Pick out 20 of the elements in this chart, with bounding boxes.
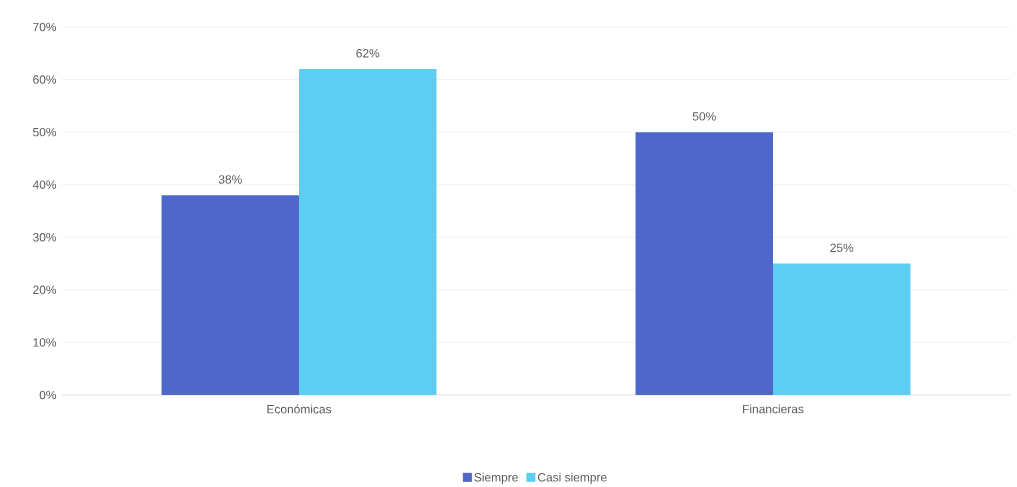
- bar: [161, 195, 300, 396]
- y-tick-label: 20%: [33, 285, 57, 295]
- x-tick-label: Financieras: [743, 404, 804, 414]
- bar: [773, 263, 911, 396]
- y-tick-label: 40%: [32, 180, 57, 189]
- bar: [299, 69, 437, 396]
- y-tick-label: 70%: [33, 22, 57, 32]
- y-tick-label: 50%: [33, 127, 57, 137]
- legend-label: Casi siempre: [537, 472, 607, 484]
- y-tick-label: 60%: [33, 75, 57, 84]
- bar: [635, 132, 773, 396]
- data-label: 50%: [692, 112, 716, 121]
- y-tick-label: 30%: [33, 233, 57, 242]
- data-label: 38%: [218, 175, 242, 184]
- legend-label: Siempre: [474, 472, 518, 484]
- data-label: 62%: [356, 49, 380, 58]
- data-label: 25%: [830, 243, 854, 253]
- x-tick-label: Económicas: [267, 404, 332, 414]
- y-tick-label: 10%: [33, 338, 57, 347]
- y-tick-label: 0%: [39, 390, 57, 400]
